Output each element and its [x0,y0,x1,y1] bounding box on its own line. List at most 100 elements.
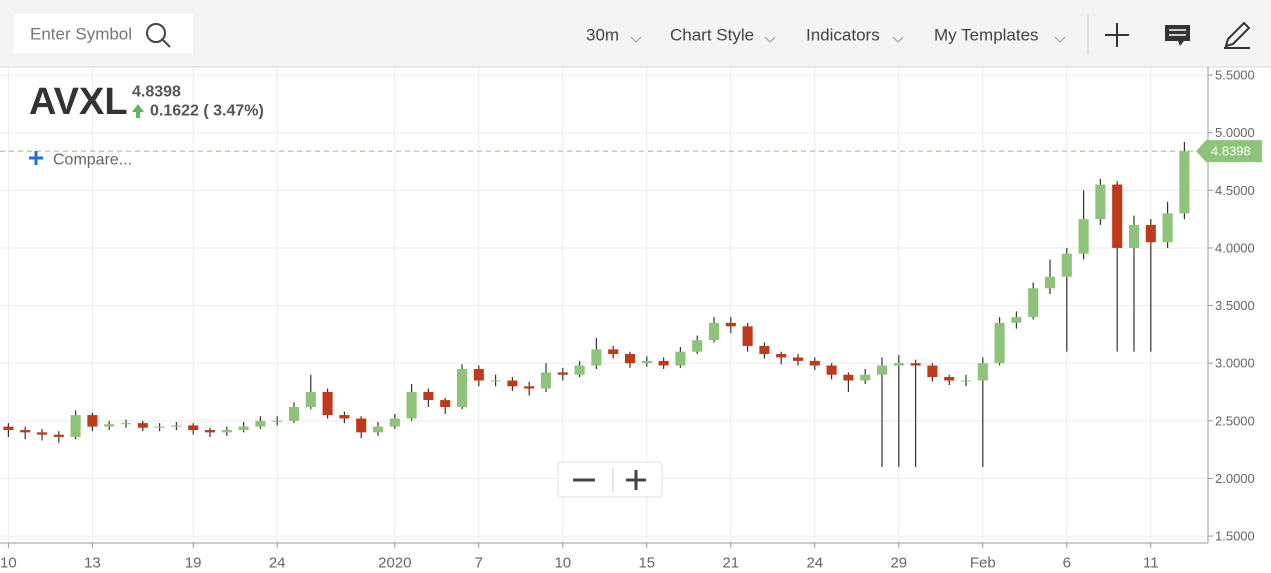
candle-body [776,353,787,358]
candle-body [423,392,434,401]
chevron [1054,36,1066,43]
y-tick-label: 1.5000 [1215,529,1255,544]
candle-body [608,349,619,354]
y-tick-label: 5.5000 [1215,68,1255,83]
draw-button[interactable] [1224,21,1251,49]
x-tick-label: 13 [84,555,101,572]
candle-body [36,432,48,435]
x-tick-label: 24 [269,555,286,572]
candle-body [507,380,518,387]
candle-body [658,360,669,366]
candle-body [742,326,753,346]
candle-body [406,392,417,419]
candle-body [826,365,837,375]
search-icon[interactable] [146,23,171,48]
candle-body [53,434,64,437]
candle-body [238,426,249,431]
candle-body [860,374,871,381]
candle-body [20,430,31,433]
templates-menu[interactable]: My Templates [934,26,1039,45]
candle-body [87,415,98,427]
add-button[interactable] [1105,23,1129,47]
y-tick-label: 2.5000 [1215,413,1255,428]
candle-body [70,415,81,437]
candle-body [339,415,350,419]
x-tick-label: 21 [722,555,739,572]
candle-body [641,360,652,364]
candle-body [204,430,216,433]
candle-body [876,365,888,375]
indicators-menu[interactable]: Indicators [806,26,880,45]
y-tick-label: 4.0000 [1215,240,1255,255]
candle-body [3,426,14,431]
candle-body [910,363,921,366]
candle-body [255,420,266,427]
chevron [892,36,904,43]
x-tick-label: 10 [554,555,571,572]
candle-body [1011,317,1022,323]
x-tick-label: 2020 [378,555,411,572]
candle-body [675,351,686,366]
candle-body [1078,219,1089,254]
interval-menu[interactable]: 30m [586,26,619,45]
x-tick-label: 7 [475,555,483,572]
chevron [630,36,642,43]
candle-body [1112,184,1123,248]
y-tick-label: 3.0000 [1215,356,1255,371]
compare-icon[interactable] [29,151,43,165]
candle-body [272,420,283,422]
candle-body [389,418,400,427]
candle-body [591,349,602,366]
y-tick-label: 3.5000 [1215,298,1255,313]
y-tick-label: 2.0000 [1215,471,1255,486]
chevron [764,36,776,43]
candle-body [574,365,585,375]
y-tick-label: 5.0000 [1215,125,1255,140]
price-change: 0.1622 ( 3.47%) [150,103,264,120]
candle-body [188,425,199,431]
candle-body [1061,253,1072,277]
x-tick-label: 6 [1063,555,1071,572]
candle-body [1028,288,1039,318]
last-price-tag [1196,140,1262,163]
symbol: AVXL [29,81,128,123]
candle-body [692,340,703,352]
x-tick-label: 15 [638,555,655,572]
x-tick-label: Feb [970,555,996,572]
comment-button[interactable] [1165,25,1190,46]
compare-link[interactable]: Compare... [53,152,132,169]
candle-body [221,430,232,433]
candle-body [977,363,988,381]
candle-body [1044,276,1056,289]
candle-body [524,386,535,389]
candle-body [288,407,300,421]
candle-body [893,363,904,366]
x-tick-label: 19 [185,555,202,572]
candle-body [490,380,501,382]
candle-body [137,423,148,428]
candle-body [540,372,552,389]
candle-body [1179,151,1190,214]
search-box[interactable] [14,14,193,53]
up-arrow [132,104,144,118]
candle-body [322,392,333,416]
candle-body [473,368,484,381]
candle-body [120,423,132,425]
candle-body [305,392,316,407]
candle-body [960,380,972,382]
candle-body [809,360,820,366]
candle-body [171,425,182,427]
price: 4.8398 [132,84,181,101]
candle-body [725,322,736,327]
last-price-label: 4.8398 [1211,144,1251,159]
x-tick-label: 11 [1143,555,1159,572]
candle-body [792,357,804,361]
marks [0,141,1208,467]
chart-style-menu[interactable]: Chart Style [670,26,754,45]
x-tick-label: 10 [0,555,17,572]
candle-body [1128,224,1140,248]
zoom-in[interactable] [626,470,646,490]
candle-body [440,400,451,407]
x-tick-label: 24 [806,555,823,572]
